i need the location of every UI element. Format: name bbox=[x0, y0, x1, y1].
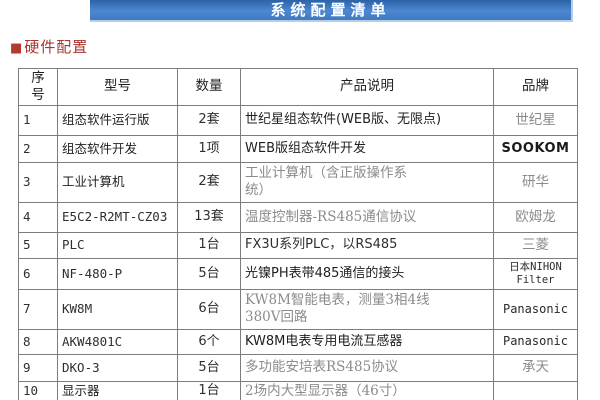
cell-brand: 日本NIHON Filter bbox=[493, 257, 578, 290]
cell-no: 8 bbox=[18, 328, 58, 355]
section-heading-label: 硬件配置 bbox=[24, 38, 89, 56]
cell-model: KW8M bbox=[57, 288, 178, 330]
cell-desc: 多功能安培表RS485协议 bbox=[240, 353, 494, 382]
col-header-brand: 品牌 bbox=[493, 68, 578, 106]
red-square-bullet-icon: ■ bbox=[10, 41, 24, 56]
col-header-model: 型号 bbox=[57, 68, 178, 106]
section-heading: ■硬件配置 bbox=[10, 36, 88, 57]
table-row: 2 组态软件开发 1项 WEB版组态软件开发 SOOKOM bbox=[18, 134, 578, 163]
col-header-no: 序 号 bbox=[18, 68, 58, 106]
table-row: 4 E5C2-R2MT-CZ03 13套 温度控制器-RS485通信协议 欧姆龙 bbox=[18, 201, 578, 233]
cell-desc: WEB版组态软件开发 bbox=[240, 134, 494, 163]
cell-brand: 三菱 bbox=[493, 231, 578, 259]
cell-qty: 13套 bbox=[177, 201, 241, 233]
cell-qty: 5台 bbox=[177, 353, 241, 382]
cell-model: DKO-3 bbox=[57, 353, 178, 382]
cell-brand: 欧姆龙 bbox=[493, 201, 578, 233]
cell-no: 4 bbox=[18, 201, 58, 233]
cell-desc: KW8M智能电表，测量3相4线 380V回路 bbox=[240, 288, 494, 330]
cell-model: 工业计算机 bbox=[57, 161, 178, 203]
col-header-qty: 数量 bbox=[177, 68, 241, 106]
cell-model: 组态软件开发 bbox=[57, 134, 178, 163]
cell-model: 显示器 bbox=[57, 380, 178, 400]
cell-no: 10 bbox=[18, 380, 58, 400]
cell-desc: 世纪星组态软件(WEB版、无限点) bbox=[240, 104, 494, 136]
cell-qty: 1台 bbox=[177, 231, 241, 259]
cell-brand: 研华 bbox=[493, 161, 578, 203]
cell-model: NF-480-P bbox=[57, 257, 178, 290]
table-row: 7 KW8M 6台 KW8M智能电表，测量3相4线 380V回路 Panason… bbox=[18, 288, 578, 330]
table-row: 6 NF-480-P 5台 光镍PH表带485通信的接头 日本NIHON Fil… bbox=[18, 257, 578, 290]
cell-brand: 世纪星 bbox=[493, 104, 578, 136]
cell-qty: 5台 bbox=[177, 257, 241, 290]
table-row: 3 工业计算机 2套 工业计算机（含正版操作系 统） 研华 bbox=[18, 161, 578, 203]
cell-brand: Panasonic bbox=[493, 328, 578, 355]
cell-model: E5C2-R2MT-CZ03 bbox=[57, 201, 178, 233]
cell-qty: 6个 bbox=[177, 328, 241, 355]
cell-desc: 光镍PH表带485通信的接头 bbox=[240, 257, 494, 290]
cell-qty: 2套 bbox=[177, 161, 241, 203]
cell-no: 1 bbox=[18, 104, 58, 136]
table-row: 9 DKO-3 5台 多功能安培表RS485协议 承天 bbox=[18, 353, 578, 382]
cell-no: 5 bbox=[18, 231, 58, 259]
table-row: 8 AKW4801C 6个 KW8M电表专用电流互感器 Panasonic bbox=[18, 328, 578, 355]
table-row: 10 显示器 1台 2场内大型显示器（46寸） bbox=[18, 380, 578, 400]
cell-no: 2 bbox=[18, 134, 58, 163]
table-header-row: 序 号 型号 数量 产品说明 品牌 bbox=[18, 68, 578, 106]
cell-brand: Panasonic bbox=[493, 288, 578, 330]
cell-brand: SOOKOM bbox=[493, 134, 578, 163]
cell-qty: 1项 bbox=[177, 134, 241, 163]
cell-model: PLC bbox=[57, 231, 178, 259]
page-title: 系统配置清单 bbox=[270, 1, 391, 19]
cell-no: 3 bbox=[18, 161, 58, 203]
cell-model: AKW4801C bbox=[57, 328, 178, 355]
col-header-desc: 产品说明 bbox=[240, 68, 494, 106]
hardware-config-table: 序 号 型号 数量 产品说明 品牌 1 组态软件运行版 2套 世纪星组态软件(W… bbox=[18, 68, 578, 400]
cell-desc: KW8M电表专用电流互感器 bbox=[240, 328, 494, 355]
table-row: 1 组态软件运行版 2套 世纪星组态软件(WEB版、无限点) 世纪星 bbox=[18, 104, 578, 136]
cell-qty: 1台 bbox=[177, 380, 241, 400]
cell-model: 组态软件运行版 bbox=[57, 104, 178, 136]
table-row: 5 PLC 1台 FX3U系列PLC，以RS485 三菱 bbox=[18, 231, 578, 259]
cell-brand bbox=[493, 380, 578, 400]
cell-qty: 6台 bbox=[177, 288, 241, 330]
title-banner: 系统配置清单 bbox=[90, 0, 573, 22]
cell-desc: 温度控制器-RS485通信协议 bbox=[240, 201, 494, 233]
cell-desc: 工业计算机（含正版操作系 统） bbox=[240, 161, 494, 203]
cell-qty: 2套 bbox=[177, 104, 241, 136]
cell-desc: FX3U系列PLC，以RS485 bbox=[240, 231, 494, 259]
cell-no: 9 bbox=[18, 353, 58, 382]
cell-no: 6 bbox=[18, 257, 58, 290]
cell-desc: 2场内大型显示器（46寸） bbox=[240, 380, 494, 400]
cell-brand: 承天 bbox=[493, 353, 578, 382]
cell-no: 7 bbox=[18, 288, 58, 330]
